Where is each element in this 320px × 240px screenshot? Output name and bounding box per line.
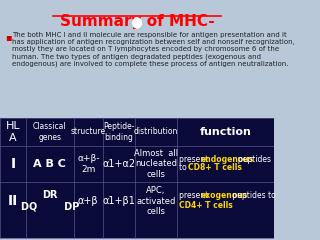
Text: Almost  all
nucleated
cells: Almost all nucleated cells — [134, 149, 178, 179]
Text: ▪: ▪ — [5, 32, 12, 42]
Text: A B C: A B C — [33, 159, 66, 169]
Text: HL
A: HL A — [5, 121, 20, 143]
Text: α1+β1: α1+β1 — [102, 196, 135, 206]
Text: II: II — [8, 194, 18, 208]
Text: APC,
activated
cells: APC, activated cells — [136, 186, 176, 216]
FancyBboxPatch shape — [0, 118, 274, 238]
Text: function: function — [200, 127, 252, 137]
Text: α1+α2: α1+α2 — [102, 159, 135, 169]
Text: Summary of MHC-: Summary of MHC- — [60, 14, 214, 29]
Text: DR
DQ        DP: DR DQ DP — [20, 190, 79, 212]
Text: present: present — [179, 155, 213, 163]
Text: present: present — [179, 192, 213, 200]
Text: distribution: distribution — [134, 127, 178, 137]
Text: Classical
genes: Classical genes — [33, 122, 67, 142]
Circle shape — [133, 18, 141, 28]
Text: to: to — [179, 163, 189, 173]
Text: CD8+ T cells: CD8+ T cells — [188, 163, 242, 173]
Text: Peptide-
binding: Peptide- binding — [103, 122, 134, 142]
Text: The both MHC I and II molecule are responsible for antigen presentation and it
h: The both MHC I and II molecule are respo… — [12, 32, 295, 67]
Text: α+β-
2m: α+β- 2m — [77, 154, 100, 174]
Text: structure: structure — [71, 127, 106, 137]
Text: exogenous: exogenous — [201, 192, 248, 200]
Text: I: I — [10, 157, 15, 171]
Text: α+β: α+β — [78, 196, 99, 206]
Text: peptides to: peptides to — [230, 192, 276, 200]
Text: endogenous: endogenous — [201, 155, 254, 163]
Text: CD4+ T cells: CD4+ T cells — [179, 200, 232, 210]
Text: peptides: peptides — [233, 155, 271, 163]
